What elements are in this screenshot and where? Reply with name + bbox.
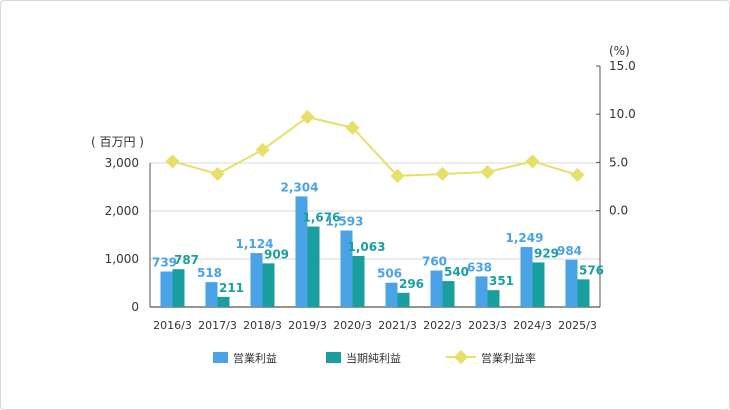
data-label-operating-profit: 984 [557, 244, 582, 258]
data-label-operating-profit: 2,304 [281, 180, 319, 194]
right-tick-label: 5.0 [609, 155, 628, 169]
right-axis-unit: (%) [609, 44, 630, 58]
data-label-operating-profit: 739 [152, 256, 177, 270]
bar-operating-profit [565, 259, 578, 307]
ratio-point [435, 166, 450, 182]
ratio-point [210, 166, 225, 182]
bar-operating-profit [250, 253, 263, 307]
right-tick-label: 15.0 [609, 59, 636, 73]
ratio-point [255, 142, 270, 157]
x-tick-label: 2024/3 [513, 319, 552, 332]
ratio-point [570, 167, 585, 183]
data-label-operating-profit: 518 [197, 266, 222, 280]
left-tick-label: 1,000 [105, 252, 139, 266]
x-tick-label: 2021/3 [378, 319, 417, 332]
data-label-operating-profit: 1,249 [506, 231, 544, 245]
bar-operating-profit [520, 247, 533, 307]
bar-operating-profit [160, 271, 173, 307]
ratio-point [390, 168, 405, 183]
data-label-net-income: 787 [174, 253, 199, 267]
data-label-net-income: 909 [264, 247, 289, 261]
bar-net-income [262, 263, 275, 307]
data-label-net-income: 540 [444, 265, 469, 279]
ratio-point [525, 154, 540, 169]
ratio-point [345, 120, 360, 135]
left-tick-label: 0 [131, 300, 139, 314]
bar-operating-profit [205, 282, 218, 307]
legend-label-operating-profit: 営業利益 [233, 351, 277, 365]
x-tick-label: 2018/3 [243, 319, 282, 332]
left-axis-ticks: 0 1,000 2,000 3,000 [105, 156, 139, 314]
bar-operating-profit [385, 282, 398, 307]
data-label-net-income: 1,063 [348, 240, 386, 254]
data-label-operating-profit: 638 [467, 260, 492, 274]
legend-label-margin: 営業利益率 [481, 351, 536, 365]
right-axis-ticks: 0.0 5.0 10.0 15.0 [609, 59, 636, 218]
bar-net-income [577, 279, 590, 307]
bar-operating-profit [475, 276, 488, 307]
ratio-line-path [172, 116, 578, 177]
bar-net-income [307, 226, 320, 307]
left-tick-label: 3,000 [105, 156, 139, 170]
x-axis-ticks: 2016/3 2017/3 2018/3 2019/3 2020/3 2021/3 2022… [153, 319, 597, 332]
legend-marker-margin [453, 349, 469, 365]
bar-net-income [442, 281, 455, 307]
ratio-point [300, 110, 315, 125]
bar-operating-profit [340, 230, 353, 307]
bar-operating-profit [295, 196, 308, 307]
legend-label-net-income: 当期純利益 [346, 351, 401, 365]
bar-net-income [532, 262, 545, 307]
data-label-operating-profit: 760 [422, 255, 447, 269]
legend-swatch-operating-profit [213, 352, 228, 363]
bar-net-income [172, 269, 185, 307]
x-tick-label: 2022/3 [423, 319, 462, 332]
right-tick-label: 0.0 [609, 204, 628, 218]
x-tick-label: 2017/3 [198, 319, 237, 332]
data-label-operating-profit: 1,593 [326, 215, 364, 229]
data-label-net-income: 296 [399, 277, 424, 291]
legend: 営業利益 当期純利益 営業利益率 [213, 349, 536, 365]
left-tick-label: 2,000 [105, 204, 139, 218]
bar-operating-profit [430, 270, 443, 307]
bar-net-income [217, 296, 230, 307]
data-label-net-income: 576 [579, 263, 604, 277]
bar-net-income [397, 292, 410, 307]
x-tick-label: 2016/3 [153, 319, 192, 332]
data-label-net-income: 929 [534, 246, 559, 260]
right-tick-label: 10.0 [609, 107, 636, 121]
bar-net-income [352, 255, 365, 307]
ratio-point [480, 164, 495, 180]
data-label-operating-profit: 1,124 [236, 237, 274, 251]
data-label-net-income: 211 [219, 281, 244, 295]
data-label-operating-profit: 506 [377, 267, 402, 281]
x-tick-label: 2020/3 [333, 319, 372, 332]
x-tick-label: 2019/3 [288, 319, 327, 332]
data-label-net-income: 1,676 [303, 211, 341, 225]
bar-net-income [487, 290, 500, 307]
left-axis-unit: ( 百万円 ) [91, 135, 144, 149]
data-label-net-income: 351 [489, 274, 514, 288]
legend-swatch-net-income [326, 352, 341, 363]
bars [160, 196, 590, 307]
ratio-line [165, 110, 585, 183]
ratio-point [165, 154, 180, 169]
x-tick-label: 2025/3 [558, 319, 597, 332]
x-tick-label: 2023/3 [468, 319, 507, 332]
